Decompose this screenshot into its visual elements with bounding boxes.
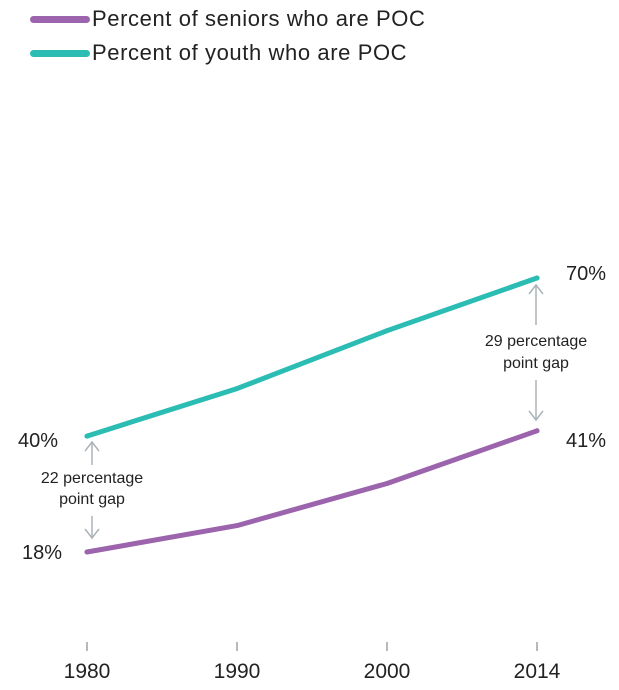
start-gap-label-line2: point gap [59,491,125,508]
series-layer [84,275,540,555]
youth-end-label: 70% [566,263,606,285]
end-gap-label-line2: point gap [503,355,569,372]
data-point-youth-1980 [84,433,90,439]
youth-start-label: 40% [18,430,58,452]
end-gap-annotation [528,283,544,422]
data-point-youth-1990 [234,386,240,392]
series-line-seniors [84,428,540,555]
x-tick-label-1980: 1980 [64,660,111,683]
seniors-end-label: 41% [566,430,606,452]
tick-layer: 1980 1990 2000 2014 [64,642,561,683]
legend-label-youth: Percent of youth who are POC [92,40,408,65]
end-gap-label-line1: 29 percentage [485,333,587,350]
legend-swatch-youth [30,49,90,57]
start-gap-arrowhead-up [84,440,100,452]
data-point-seniors-1980 [84,549,90,555]
legend-swatch-seniors [30,15,90,23]
end-gap-arrowhead-up [528,283,544,295]
start-gap-label-line1: 22 percentage [41,470,143,487]
data-point-youth-2014 [534,275,540,281]
legend: Percent of seniors who are POC Percent o… [30,2,425,70]
data-point-seniors-2000 [384,481,390,486]
series-line-youth [84,275,540,439]
start-gap-annotation [84,440,100,540]
legend-item-seniors: Percent of seniors who are POC [30,2,425,36]
x-tick-label-2000: 2000 [364,660,411,683]
seniors-start-label: 18% [22,542,62,564]
legend-label-seniors: Percent of seniors who are POC [92,6,426,31]
data-point-youth-2000 [384,328,390,334]
end-gap-arrowhead-down [528,410,544,422]
start-gap-arrowhead-down [84,528,100,540]
legend-item-youth: Percent of youth who are POC [30,36,425,70]
x-tick-label-1990: 1990 [214,660,261,683]
data-point-seniors-1990 [234,523,240,529]
data-point-seniors-2014 [534,428,540,434]
x-tick-label-2014: 2014 [514,660,561,683]
